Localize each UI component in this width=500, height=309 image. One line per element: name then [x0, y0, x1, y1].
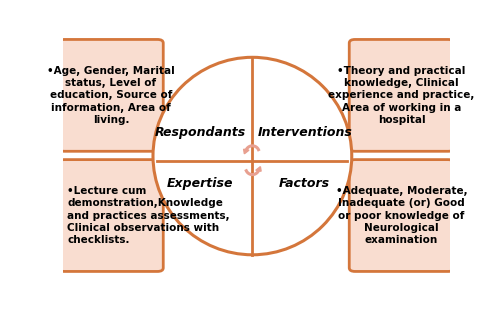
Text: •Theory and practical
knowledge, Clinical
experience and practice,
Area of worki: •Theory and practical knowledge, Clinica… — [328, 66, 475, 125]
Text: •Adequate, Moderate,
Inadequate (or) Good
or poor knowledge of
Neurological
exam: •Adequate, Moderate, Inadequate (or) Goo… — [336, 186, 468, 245]
FancyBboxPatch shape — [58, 160, 163, 271]
Text: Interventions: Interventions — [257, 126, 352, 139]
Polygon shape — [244, 149, 249, 154]
Text: Respondants: Respondants — [154, 126, 246, 139]
Text: •Age, Gender, Marital
status, Level of
education, Source of
information, Area of: •Age, Gender, Marital status, Level of e… — [47, 66, 175, 125]
Polygon shape — [256, 167, 261, 171]
FancyBboxPatch shape — [58, 40, 163, 151]
FancyBboxPatch shape — [349, 40, 454, 151]
Text: Expertise: Expertise — [167, 177, 234, 190]
Ellipse shape — [153, 57, 352, 255]
FancyBboxPatch shape — [349, 160, 454, 271]
Text: •Lecture cum
demonstration,Knowledge
and practices assessments,
Clinical observa: •Lecture cum demonstration,Knowledge and… — [67, 186, 230, 245]
Text: Factors: Factors — [279, 177, 330, 190]
